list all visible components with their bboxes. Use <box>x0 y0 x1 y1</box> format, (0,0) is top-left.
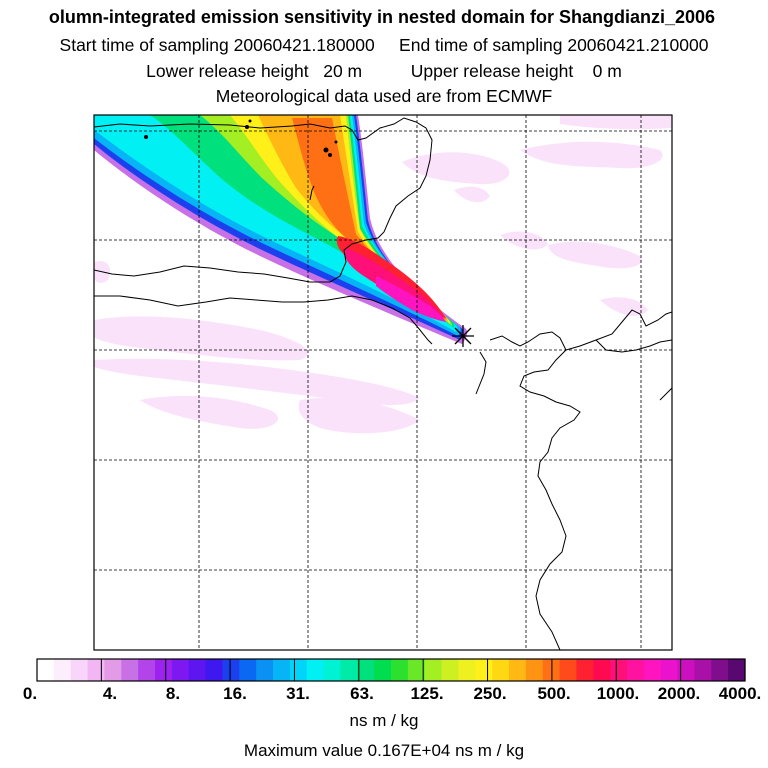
colorbar-cell <box>323 659 342 681</box>
islands <box>144 119 338 157</box>
coastlines <box>94 117 672 650</box>
colorbar-label-500: 500. <box>537 684 571 703</box>
colorbar-cell <box>525 659 544 681</box>
colorbar-label-250: 250. <box>473 684 507 703</box>
colorbar-label-0: 0. <box>22 684 38 703</box>
colorbar-cell <box>407 659 426 681</box>
map-frame <box>93 114 673 651</box>
colorbar-cell <box>391 659 409 681</box>
colorbar-cell <box>509 659 527 681</box>
colorbar-cell <box>273 659 291 681</box>
colorbar-cell <box>660 659 679 681</box>
colorbar-label-8: 8. <box>165 684 181 703</box>
colorbar-cell <box>340 659 358 681</box>
map-grid <box>94 115 672 650</box>
colorbar-cell <box>37 659 55 681</box>
colorbar-cell <box>155 659 173 681</box>
colorbar-cell <box>593 659 611 681</box>
colorbar-cell <box>357 659 375 681</box>
colorbar-cell <box>627 659 645 681</box>
colorbar-cell <box>171 659 190 681</box>
colorbar-cell <box>576 659 594 681</box>
meteo-source-line: Meteorological data used are from ECMWF <box>215 86 553 106</box>
low-sensitivity-patches <box>94 115 672 434</box>
colorbar-cell <box>222 659 240 681</box>
colorbar-label-125: 125. <box>410 684 444 703</box>
colorbar-cell <box>306 659 325 681</box>
colorbar-cell <box>559 659 578 681</box>
colorbar-cell <box>677 659 696 681</box>
colorbar-cell <box>121 659 139 681</box>
colorbar-cell <box>441 659 460 681</box>
colorbar-cell <box>289 659 308 681</box>
sampling-time-line: Start time of sampling 20060421.180000 E… <box>59 35 709 55</box>
colorbar-cell <box>70 659 89 681</box>
colorbar-cell <box>138 659 156 681</box>
colorbar-cell <box>205 659 224 681</box>
plot-title: olumn-integrated emission sensitivity in… <box>48 7 716 27</box>
colorbar-ticks <box>100 659 682 681</box>
colorbar-label-31: 31. <box>286 684 310 703</box>
colorbar <box>37 659 746 681</box>
map-area <box>94 115 672 650</box>
colorbar-units: ns m / kg <box>349 711 419 730</box>
colorbar-cell <box>492 659 510 681</box>
colorbar-cell <box>458 659 476 681</box>
colorbar-label-16: 16. <box>223 684 247 703</box>
colorbar-label-1000: 1000. <box>596 684 640 703</box>
maximum-value: Maximum value 0.167E+04 ns m / kg <box>243 741 525 760</box>
colorbar-label-2000: 2000. <box>657 684 701 703</box>
colorbar-cell <box>711 659 729 681</box>
colorbar-cell <box>239 659 257 681</box>
colorbar-cell <box>475 659 493 681</box>
colorbar-cell <box>643 659 662 681</box>
colorbar-cell <box>53 659 72 681</box>
colorbar-frame <box>36 658 746 682</box>
release-height-line: Lower release height 20 m Upper release … <box>146 61 622 81</box>
colorbar-cell <box>424 659 443 681</box>
release-site-marker <box>452 325 474 347</box>
colorbar-cell <box>374 659 392 681</box>
colorbar-label-4: 4. <box>102 684 118 703</box>
colorbar-cell <box>694 659 712 681</box>
colorbar-cell <box>104 659 122 681</box>
sensitivity-plume <box>94 115 468 344</box>
colorbar-cell <box>188 659 207 681</box>
colorbar-label-4000: 4000. <box>718 684 762 703</box>
colorbar-cell <box>87 659 106 681</box>
colorbar-cell <box>728 659 746 681</box>
colorbar-cell <box>610 659 628 681</box>
colorbar-cell <box>256 659 274 681</box>
colorbar-label-63: 63. <box>350 684 374 703</box>
